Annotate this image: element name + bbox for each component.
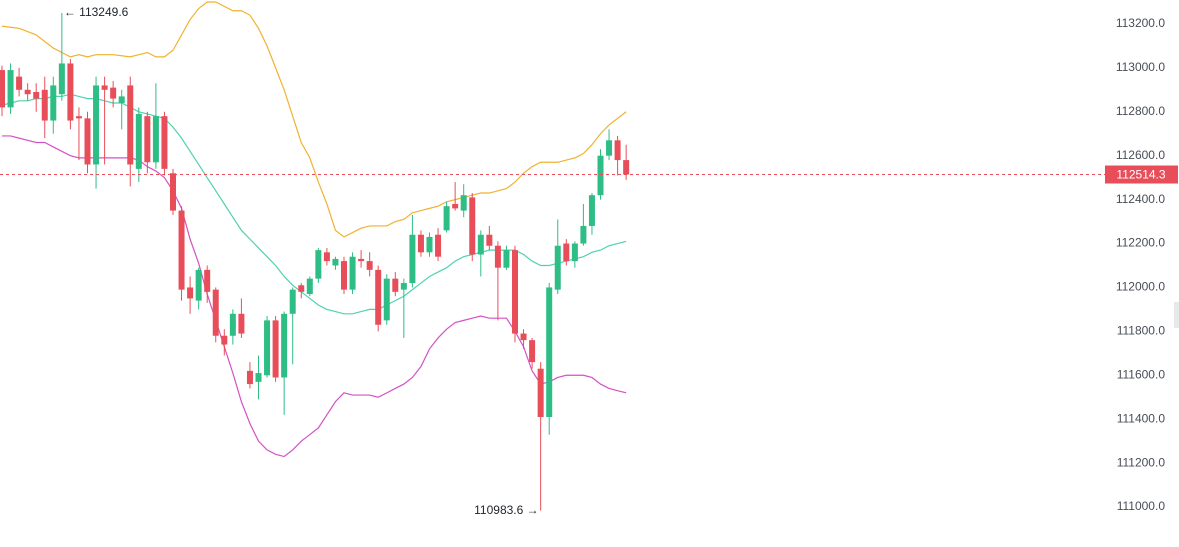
candle-body (332, 258, 339, 266)
candle-body (400, 283, 407, 290)
candle-body (101, 85, 108, 90)
candle-body (110, 87, 117, 99)
candle-body (238, 313, 245, 334)
candle-body (170, 173, 176, 211)
extreme-label: ← 113249.6 (64, 5, 129, 19)
candle-body (118, 96, 125, 103)
y-tick-label: 111400.0 (1117, 411, 1166, 425)
y-tick-label: 113200.0 (1116, 16, 1165, 30)
candle-body (24, 89, 31, 95)
candle-body (554, 245, 561, 290)
y-tick-label: 112400.0 (1116, 192, 1165, 206)
candle-body (127, 85, 134, 165)
candle-body (512, 250, 518, 334)
candle-body (272, 320, 279, 378)
y-tick-label: 111600.0 (1117, 367, 1166, 381)
candle-body (460, 195, 467, 211)
candle-body (529, 340, 536, 363)
y-tick-label: 111200.0 (1117, 455, 1166, 469)
candle-body (255, 373, 262, 382)
candle-body (537, 368, 544, 418)
y-tick-label: 111800.0 (1117, 324, 1166, 338)
candle-body (417, 234, 424, 253)
candle-body (221, 335, 228, 345)
candle-body (16, 76, 23, 90)
y-tick-label: 111000.0 (1117, 499, 1166, 513)
candle-body (187, 287, 194, 299)
candle-body (178, 210, 185, 290)
candle-body (623, 160, 630, 175)
extreme-label: 110983.6 → (474, 503, 539, 517)
y-tick-label: 112200.0 (1116, 236, 1165, 250)
candle-body (546, 287, 553, 418)
candle-body (281, 313, 288, 378)
candle-body (503, 250, 510, 268)
candle-body (563, 243, 570, 262)
candle-body (315, 250, 322, 279)
candle-body (477, 234, 484, 255)
candle-body (358, 258, 365, 262)
candle-body (144, 116, 151, 163)
y-tick-label: 112000.0 (1116, 280, 1165, 294)
candle-body (443, 206, 450, 231)
candle-body (0, 70, 5, 108)
candle-body (246, 370, 253, 385)
candle-body (204, 269, 211, 292)
candle-body (264, 320, 271, 376)
candle-body (452, 203, 459, 209)
candle-body (152, 116, 159, 163)
candle-body (195, 269, 202, 301)
candle-body (571, 243, 578, 262)
candle-body (341, 261, 347, 290)
candle-body (212, 289, 219, 336)
candle-body (349, 256, 356, 290)
candle-body (392, 278, 399, 292)
candle-body (229, 313, 236, 336)
candle-body (306, 278, 313, 295)
candle-body (520, 333, 527, 341)
candle-body (366, 261, 373, 270)
band-line (1, 93, 627, 315)
candle-body (323, 252, 330, 262)
candle-body (409, 234, 416, 284)
candle-body (588, 195, 595, 226)
candle-body (469, 197, 476, 255)
candle-body (58, 63, 65, 95)
candle-body (606, 140, 613, 156)
candle-body (33, 92, 40, 99)
band-line (2, 135, 627, 458)
candle-body (41, 89, 48, 121)
candle-body (84, 118, 91, 165)
candle-body (494, 245, 501, 268)
candle-body (435, 234, 442, 257)
candle-body (375, 269, 382, 325)
price-label: 112514.3 (1116, 168, 1165, 182)
candle-body (161, 116, 168, 169)
candle-body (597, 155, 604, 196)
panel-handle[interactable] (1174, 302, 1179, 328)
candle-body (50, 85, 57, 121)
candle-body (580, 225, 587, 244)
candle-body (486, 234, 493, 246)
y-tick-label: 113000.0 (1116, 60, 1165, 74)
candle-body (7, 70, 14, 108)
candle-body (67, 63, 74, 121)
y-tick-label: 112800.0 (1116, 104, 1165, 118)
candle-body (426, 236, 433, 253)
candle-body (289, 289, 296, 314)
candle-body (93, 85, 100, 165)
candle-body (383, 278, 390, 321)
candle-body (298, 285, 305, 292)
candle-body (135, 113, 142, 169)
candle-body (75, 116, 82, 119)
y-tick-label: 112600.0 (1116, 148, 1165, 162)
price-badge (1105, 165, 1178, 184)
candle-body (614, 140, 621, 161)
